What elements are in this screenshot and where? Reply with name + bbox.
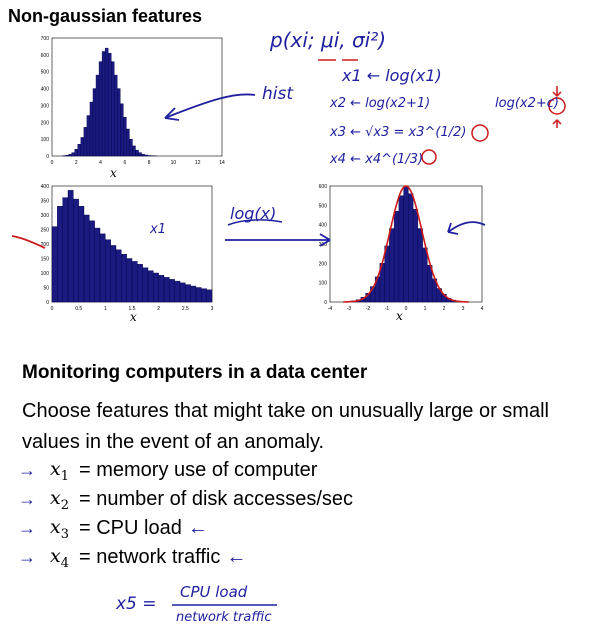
x-tick-label: 1.5 [129, 306, 136, 312]
page-title: Non-gaussian features [8, 6, 203, 26]
x-tick-label: 0 [51, 306, 54, 312]
x-tick-label: 0 [405, 306, 408, 312]
gaussian-fit-curve [343, 185, 469, 303]
rule-x2-alt: log(x2+c) [495, 96, 559, 111]
x-tick-label: 2 [443, 306, 446, 312]
x-tick-label: -3 [347, 306, 352, 312]
feature-description: = CPU load [79, 517, 182, 540]
feature-variable: x4 [50, 545, 69, 571]
rule-x4: x4 ← x4^(1/3) [330, 152, 424, 167]
x-tick-label: 1 [424, 306, 427, 312]
x1-annotation: x1 [150, 222, 166, 237]
feature-description: = number of disk accesses/sec [79, 488, 354, 511]
y-tick-label: 200 [41, 242, 50, 248]
x-tick-label: 8 [148, 160, 151, 166]
histogram-skewed: 400 350 300 250 200 150 100 50 0 0 0.5 1 1.5 2 2.5 3 [41, 184, 214, 312]
feature-mark: ← [226, 546, 247, 569]
x-tick-label: 0.5 [75, 306, 82, 312]
right-histogram-bars [346, 185, 466, 303]
arrow-icon: → [18, 547, 36, 568]
x-tick-label: 4 [99, 160, 102, 166]
histogram-bar [206, 289, 213, 303]
x-tick-label: 10 [171, 160, 177, 166]
handwritten-ink [11, 59, 566, 249]
intro-paragraph: Choose features that might take on unusu… [22, 400, 549, 453]
x-tick-label: -1 [385, 306, 390, 312]
x5-numerator: CPU load [180, 583, 248, 601]
log-x-annotation: log(x) [230, 204, 277, 223]
feature-description: = network traffic [79, 546, 221, 569]
feature-mark: ← [187, 517, 208, 540]
x-tick-label: 0 [51, 160, 54, 166]
x5-denominator: network traffic [176, 610, 272, 625]
hist-annotation: hist [262, 84, 294, 104]
feature-variable: x1 [50, 458, 69, 484]
x-tick-label: 4 [481, 306, 484, 312]
y-tick-label: 100 [41, 271, 50, 277]
x-tick-label: 3 [462, 306, 465, 312]
y-tick-label: 100 [319, 281, 328, 287]
y-tick-label: 50 [43, 286, 49, 292]
x-tick-label: 2 [157, 306, 160, 312]
left-histogram-bars [51, 190, 213, 303]
red-mark-icon [11, 235, 46, 249]
feature-row-4: → x4 = network traffic ← [18, 545, 246, 571]
feature-variable: x3 [50, 516, 69, 542]
arrow-icon: → [18, 489, 36, 510]
y-tick-label: 300 [41, 213, 50, 219]
y-tick-label: 400 [41, 87, 50, 93]
y-tick-label: 150 [41, 257, 50, 263]
y-tick-label: 0 [46, 300, 49, 306]
hist-arrow-icon [164, 93, 256, 119]
y-tick-label: 500 [41, 70, 50, 76]
y-tick-label: 350 [41, 199, 50, 205]
x-tick-label: -2 [366, 306, 371, 312]
right-x-axis-label: x [396, 309, 403, 323]
feature-row-3: → x3 = CPU load ← [18, 516, 208, 542]
feature-row-1: → x1 = memory use of computer [18, 458, 323, 484]
y-tick-label: 300 [41, 103, 50, 109]
y-tick-label: 600 [41, 53, 50, 59]
x-tick-label: 2.5 [182, 306, 189, 312]
feature-description: = memory use of computer [79, 459, 318, 482]
y-tick-label: 200 [41, 120, 50, 126]
x-tick-label: 2 [75, 160, 78, 166]
x-tick-label: 1 [104, 306, 107, 312]
y-tick-label: 250 [41, 228, 50, 234]
y-tick-label: 0 [324, 300, 327, 306]
x5-lhs: x5 = [116, 594, 157, 614]
x-tick-label: 3 [211, 306, 214, 312]
left-x-axis-label: x [130, 310, 137, 324]
rule-x3: x3 ← √x3 = x3^(1/2) [330, 125, 467, 140]
x-tick-label: 12 [195, 160, 201, 166]
arrow-icon: → [18, 460, 36, 481]
y-tick-label: 400 [41, 184, 50, 190]
x-tick-label: 6 [123, 160, 126, 166]
circle-c-icon [548, 97, 566, 115]
y-tick-label: 600 [319, 184, 328, 190]
feature-variable: x2 [50, 487, 69, 513]
section-title: Monitoring computers in a data center [22, 362, 368, 383]
y-tick-label: 200 [319, 261, 328, 267]
histogram-gaussian: 700 600 500 400 300 200 100 0 0 2 4 6 8 10 12 14 [41, 36, 225, 166]
model-annotation: p(xi; μi, σi²) [270, 28, 387, 52]
x-tick-label: 14 [219, 160, 225, 166]
y-tick-label: 0 [46, 154, 49, 160]
y-tick-label: 400 [319, 223, 328, 229]
y-tick-label: 700 [41, 36, 50, 42]
top-x-axis-label: x [110, 166, 117, 180]
arrow-icon: → [18, 518, 36, 539]
top-histogram-bars [62, 47, 157, 157]
rule-x1: x1 ← log(x1) [342, 66, 442, 85]
feature-row-2: → x2 = number of disk accesses/sec [18, 487, 359, 513]
y-tick-label: 500 [319, 203, 328, 209]
y-tick-label: 100 [41, 137, 50, 143]
fraction-bar [172, 604, 277, 606]
rule-x2: x2 ← log(x2+1) [330, 96, 431, 111]
x-tick-label: -4 [328, 306, 333, 312]
pointer-arrow-icon [447, 221, 486, 233]
